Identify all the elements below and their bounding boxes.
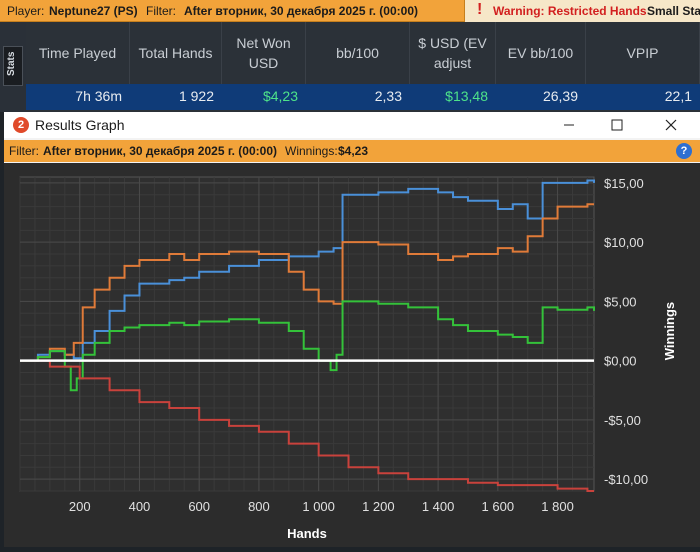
- x-tick-label: 1 000: [302, 499, 335, 514]
- x-tick-label: 1 800: [541, 499, 574, 514]
- x-tick-label: 400: [129, 499, 151, 514]
- player-label: Player:: [7, 4, 45, 18]
- stats-side-panel: Stats: [0, 22, 26, 112]
- y-tick-label: $0,00: [604, 354, 637, 369]
- stats-header-cell[interactable]: EV bb/100: [496, 22, 586, 84]
- x-tick-label: 1 400: [422, 499, 455, 514]
- stats-header-cell[interactable]: bb/100: [306, 22, 410, 84]
- maximize-button[interactable]: [594, 112, 640, 138]
- y-tick-label: $10,00: [604, 235, 644, 250]
- stats-data-cell: $13,48: [445, 88, 488, 104]
- warning-box[interactable]: ! Warning: Restricted Hands Small Sta: [464, 0, 700, 22]
- warning-icon: !: [477, 1, 483, 18]
- results-chart-svg: $15,00 $10,00 $5,00 $0,00 -$5,00 -$10,00 200 40…: [19, 176, 677, 541]
- player-value[interactable]: Neptune27 (PS): [49, 4, 138, 18]
- graph-filter-bar: Filter: After вторник, 30 декабря 2025 г…: [4, 140, 700, 162]
- stats-data-cell: 2,33: [374, 88, 402, 104]
- series-line: [20, 203, 594, 362]
- window-title: Results Graph: [35, 117, 125, 133]
- app-logo-icon: 2: [13, 117, 29, 133]
- x-tick-label: 800: [248, 499, 270, 514]
- close-icon: [665, 119, 677, 131]
- x-tick-label: 200: [69, 499, 91, 514]
- filter-label: Filter:: [146, 4, 176, 18]
- filter-value[interactable]: After вторник, 30 декабря 2025 г. (00:00…: [184, 4, 418, 18]
- stats-header-cell[interactable]: Total Hands: [130, 22, 222, 84]
- top-filter-bar: Player: Neptune27 (PS) Filter: After вто…: [0, 0, 700, 22]
- stats-data-cell: 7h 36m: [75, 88, 122, 104]
- y-tick-label: -$10,00: [604, 472, 648, 487]
- results-chart: $15,00 $10,00 $5,00 $0,00 -$5,00 -$10,00 200 40…: [4, 163, 700, 547]
- x-tick-label: 1 200: [362, 499, 395, 514]
- stats-header-cell[interactable]: VPIP: [586, 22, 700, 84]
- graph-filter-label: Filter:: [9, 144, 39, 158]
- x-tick-label: 1 600: [482, 499, 515, 514]
- series-line: [20, 359, 594, 492]
- y-tick-label: $15,00: [604, 176, 644, 191]
- maximize-icon: [611, 119, 623, 131]
- stats-data-cell: $4,23: [262, 88, 298, 104]
- y-axis-title: Winnings: [662, 302, 677, 360]
- stats-tab-label: Stats: [6, 51, 17, 76]
- title-bar[interactable]: 2 Results Graph: [4, 112, 700, 138]
- winnings-value: $4,23: [338, 144, 369, 158]
- stats-data-cell: 22,1: [664, 88, 692, 104]
- help-icon[interactable]: ?: [676, 143, 692, 159]
- minimize-button[interactable]: [546, 112, 592, 138]
- x-axis-title: Hands: [287, 526, 327, 541]
- x-tick-label: 600: [188, 499, 210, 514]
- y-tick-label: $5,00: [604, 294, 637, 309]
- stats-header-cell[interactable]: Time Played: [26, 22, 130, 84]
- minimize-icon: [564, 124, 574, 126]
- stats-data-row[interactable]: 7h 36m 1 922 $4,23 2,33 $13,48 26,39 22,1: [26, 84, 700, 110]
- close-button[interactable]: [648, 112, 694, 138]
- warning-text: Warning: Restricted Hands: [493, 4, 647, 18]
- results-graph-window: 2 Results Graph Filter: After вторник, 3…: [4, 112, 700, 547]
- winnings-label: Winnings:: [285, 144, 338, 158]
- graph-filter-value[interactable]: After вторник, 30 декабря 2025 г. (00:00…: [43, 144, 277, 158]
- stats-data-cell: 26,39: [542, 88, 578, 104]
- stats-header-cell[interactable]: Net Won USD: [222, 22, 306, 84]
- warning-trailing-text: Small Sta: [647, 4, 700, 18]
- stats-header-cell[interactable]: $ USD (EV adjust: [410, 22, 496, 84]
- y-tick-label: -$5,00: [604, 413, 641, 428]
- stats-table: Time Played Total Hands Net Won USD bb/100 $…: [26, 22, 700, 112]
- stats-tab[interactable]: Stats: [3, 46, 23, 86]
- stats-data-cell: 1 922: [178, 88, 214, 104]
